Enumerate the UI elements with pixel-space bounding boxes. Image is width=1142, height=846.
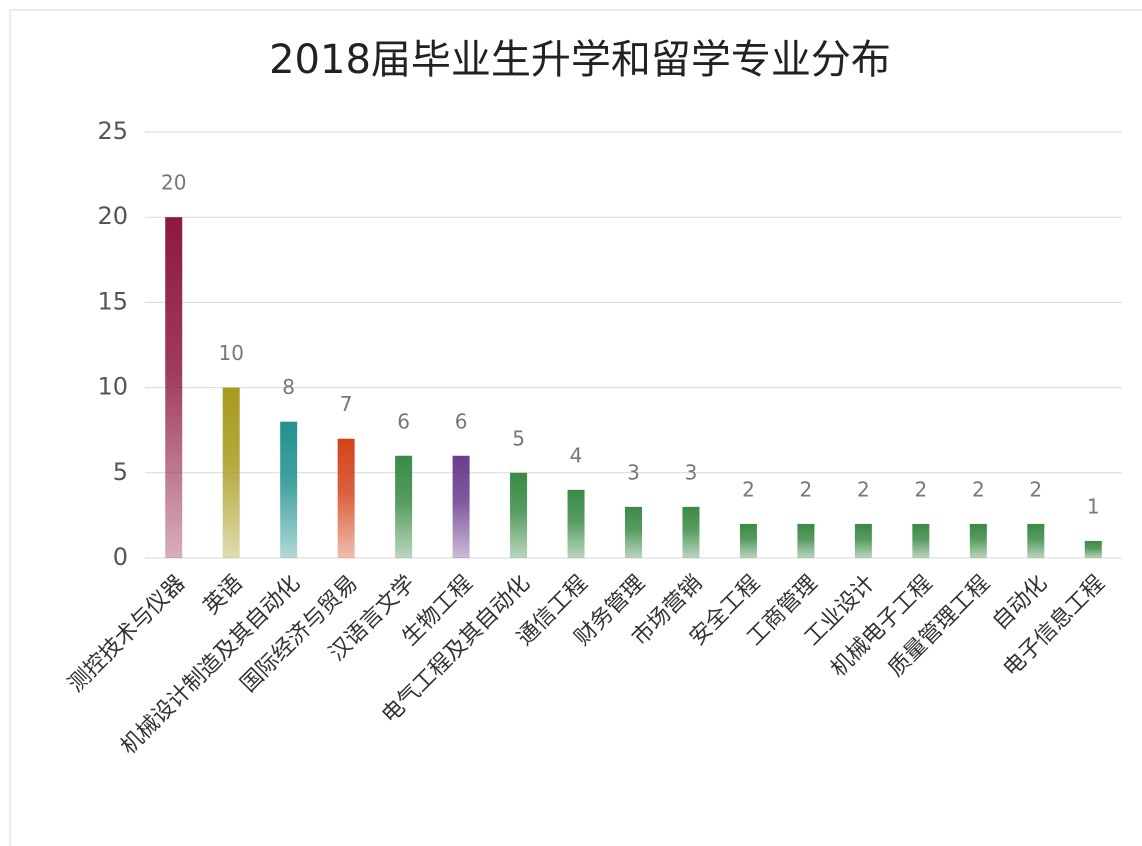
bar — [510, 472, 528, 558]
bar — [912, 523, 930, 558]
value-label: 2 — [972, 477, 985, 501]
bar — [1084, 540, 1102, 558]
bar — [452, 455, 470, 558]
bar — [625, 506, 642, 558]
x-tick-label: 电子信息工程 — [999, 571, 1110, 682]
bar — [682, 506, 700, 558]
value-label: 6 — [397, 409, 410, 433]
value-label: 8 — [282, 375, 295, 399]
value-label: 6 — [455, 409, 468, 433]
y-tick-label: 25 — [97, 117, 128, 145]
value-label: 7 — [340, 392, 353, 416]
bar — [797, 523, 815, 558]
bar — [337, 438, 355, 558]
x-tick-label: 质量管理工程 — [884, 571, 995, 682]
x-tick-label: 英语 — [199, 571, 248, 620]
bar — [1027, 523, 1045, 558]
y-tick-label: 5 — [113, 458, 128, 486]
value-label: 4 — [570, 443, 583, 467]
chart-title: 2018届毕业生升学和留学专业分布 — [269, 37, 891, 83]
bar — [739, 523, 757, 558]
value-label: 2 — [800, 477, 813, 501]
bar — [395, 455, 413, 558]
value-label: 1 — [1087, 494, 1100, 518]
bar — [969, 523, 987, 558]
bar — [567, 489, 585, 558]
x-tick-label: 测控技术与仪器 — [64, 571, 191, 698]
bar — [165, 217, 183, 558]
y-tick-label: 10 — [97, 373, 128, 401]
bar — [222, 387, 240, 558]
y-tick-label: 15 — [97, 287, 128, 315]
frame — [9, 9, 1142, 846]
y-tick-label: 0 — [113, 543, 128, 571]
value-label: 3 — [627, 460, 640, 484]
value-label: 3 — [685, 460, 698, 484]
value-label: 5 — [512, 426, 525, 450]
value-label: 2 — [742, 477, 755, 501]
y-tick-label: 20 — [97, 202, 128, 230]
value-label: 20 — [161, 171, 186, 195]
value-label: 2 — [1029, 477, 1042, 501]
value-label: 10 — [218, 341, 243, 365]
value-label: 2 — [914, 477, 927, 501]
bar — [280, 421, 298, 558]
value-label: 2 — [857, 477, 870, 501]
bar — [854, 523, 872, 558]
